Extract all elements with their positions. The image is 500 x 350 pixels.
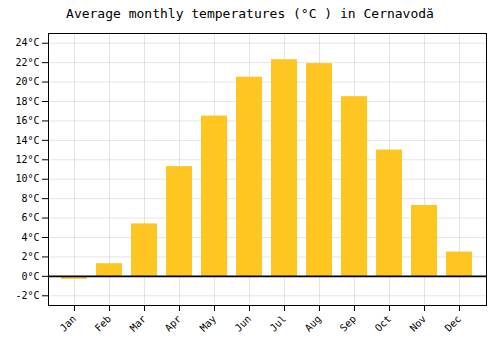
svg-text:Sep: Sep — [338, 313, 359, 334]
svg-text:Aug: Aug — [303, 313, 324, 334]
html-text:Average monthly temperatures (: Average monthly temperatures (°C ) in Ce… — [66, 6, 434, 21]
svg-text:0°C: 0°C — [21, 271, 39, 282]
svg-text:16°C: 16°C — [15, 115, 39, 126]
svg-text:Apr: Apr — [163, 313, 184, 334]
svg-text:Jul: Jul — [268, 313, 289, 334]
svg-text:14°C: 14°C — [15, 135, 39, 146]
svg-text:18°C: 18°C — [15, 96, 39, 107]
svg-text:-2°C: -2°C — [15, 290, 39, 301]
svg-text:Feb: Feb — [93, 313, 114, 334]
svg-text:Nov: Nov — [408, 313, 429, 334]
svg-text:Dec: Dec — [443, 313, 464, 334]
svg-text:8°C: 8°C — [21, 193, 39, 204]
svg-text:24°C: 24°C — [15, 37, 39, 48]
svg-text:Mar: Mar — [128, 313, 149, 334]
svg-text:6°C: 6°C — [21, 212, 39, 223]
svg-text:Oct: Oct — [373, 313, 394, 334]
svg-text:22°C: 22°C — [15, 57, 39, 68]
svg-text:10°C: 10°C — [15, 173, 39, 184]
svg-text:2°C: 2°C — [21, 251, 39, 262]
svg-text:May: May — [198, 313, 219, 334]
svg-text:Jun: Jun — [233, 313, 254, 334]
svg-text:20°C: 20°C — [15, 76, 39, 87]
svg-text:4°C: 4°C — [21, 232, 39, 243]
svg-text:Jan: Jan — [58, 313, 79, 334]
svg-text:12°C: 12°C — [15, 154, 39, 165]
